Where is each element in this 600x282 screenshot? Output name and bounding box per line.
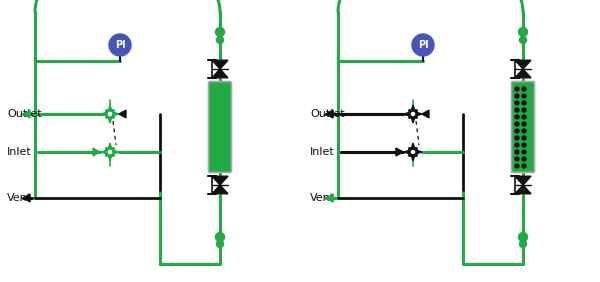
Polygon shape	[93, 148, 100, 156]
Polygon shape	[515, 176, 531, 185]
Circle shape	[107, 111, 113, 117]
Polygon shape	[409, 110, 422, 118]
Circle shape	[412, 34, 434, 56]
Circle shape	[515, 115, 519, 119]
Circle shape	[515, 87, 519, 91]
Polygon shape	[106, 148, 119, 156]
Polygon shape	[212, 60, 228, 69]
Polygon shape	[326, 194, 333, 202]
Circle shape	[522, 122, 526, 126]
Text: Vent: Vent	[7, 193, 32, 203]
Text: Inlet: Inlet	[7, 147, 32, 157]
Circle shape	[522, 136, 526, 140]
Text: Inlet: Inlet	[310, 147, 335, 157]
Circle shape	[515, 108, 519, 112]
Circle shape	[522, 150, 526, 154]
Polygon shape	[106, 143, 114, 156]
Polygon shape	[422, 110, 429, 118]
Circle shape	[217, 36, 223, 43]
Text: Outlet: Outlet	[310, 109, 344, 119]
Polygon shape	[106, 110, 119, 118]
Polygon shape	[515, 60, 531, 69]
Text: PI: PI	[115, 40, 125, 50]
Text: PI: PI	[418, 40, 428, 50]
Circle shape	[518, 232, 527, 241]
Polygon shape	[106, 105, 114, 118]
Circle shape	[215, 28, 224, 36]
Circle shape	[515, 157, 519, 161]
Polygon shape	[106, 110, 114, 123]
Circle shape	[515, 150, 519, 154]
Polygon shape	[326, 110, 333, 118]
Polygon shape	[106, 148, 114, 161]
Circle shape	[515, 129, 519, 133]
Circle shape	[410, 149, 416, 155]
Polygon shape	[119, 110, 126, 118]
Polygon shape	[409, 148, 417, 161]
Circle shape	[515, 94, 519, 98]
Circle shape	[515, 101, 519, 105]
Circle shape	[518, 28, 527, 36]
Circle shape	[522, 129, 526, 133]
Circle shape	[410, 111, 416, 117]
Circle shape	[520, 241, 527, 248]
Polygon shape	[212, 176, 228, 185]
Polygon shape	[396, 148, 403, 156]
Circle shape	[522, 108, 526, 112]
Circle shape	[515, 143, 519, 147]
Polygon shape	[396, 148, 403, 156]
Circle shape	[107, 149, 113, 155]
Polygon shape	[101, 110, 114, 118]
Text: Vent: Vent	[310, 193, 335, 203]
Circle shape	[217, 241, 223, 248]
Circle shape	[522, 157, 526, 161]
Polygon shape	[326, 110, 333, 118]
Polygon shape	[326, 194, 333, 202]
Circle shape	[522, 143, 526, 147]
FancyBboxPatch shape	[209, 81, 232, 173]
Circle shape	[215, 232, 224, 241]
Polygon shape	[409, 110, 417, 123]
Circle shape	[522, 101, 526, 105]
Text: Outlet: Outlet	[7, 109, 41, 119]
Circle shape	[520, 36, 527, 43]
Polygon shape	[212, 185, 228, 194]
Polygon shape	[515, 185, 531, 194]
Circle shape	[522, 115, 526, 119]
Circle shape	[515, 164, 519, 168]
Circle shape	[515, 122, 519, 126]
Circle shape	[109, 34, 131, 56]
Polygon shape	[23, 110, 30, 118]
Polygon shape	[404, 148, 417, 156]
Circle shape	[522, 87, 526, 91]
Circle shape	[522, 94, 526, 98]
Polygon shape	[212, 69, 228, 78]
Polygon shape	[23, 194, 30, 202]
Polygon shape	[404, 110, 417, 118]
Polygon shape	[409, 105, 417, 118]
Polygon shape	[409, 143, 417, 156]
Circle shape	[515, 136, 519, 140]
Polygon shape	[409, 148, 422, 156]
Polygon shape	[515, 69, 531, 78]
FancyBboxPatch shape	[511, 81, 535, 173]
Polygon shape	[101, 148, 114, 156]
Circle shape	[522, 164, 526, 168]
